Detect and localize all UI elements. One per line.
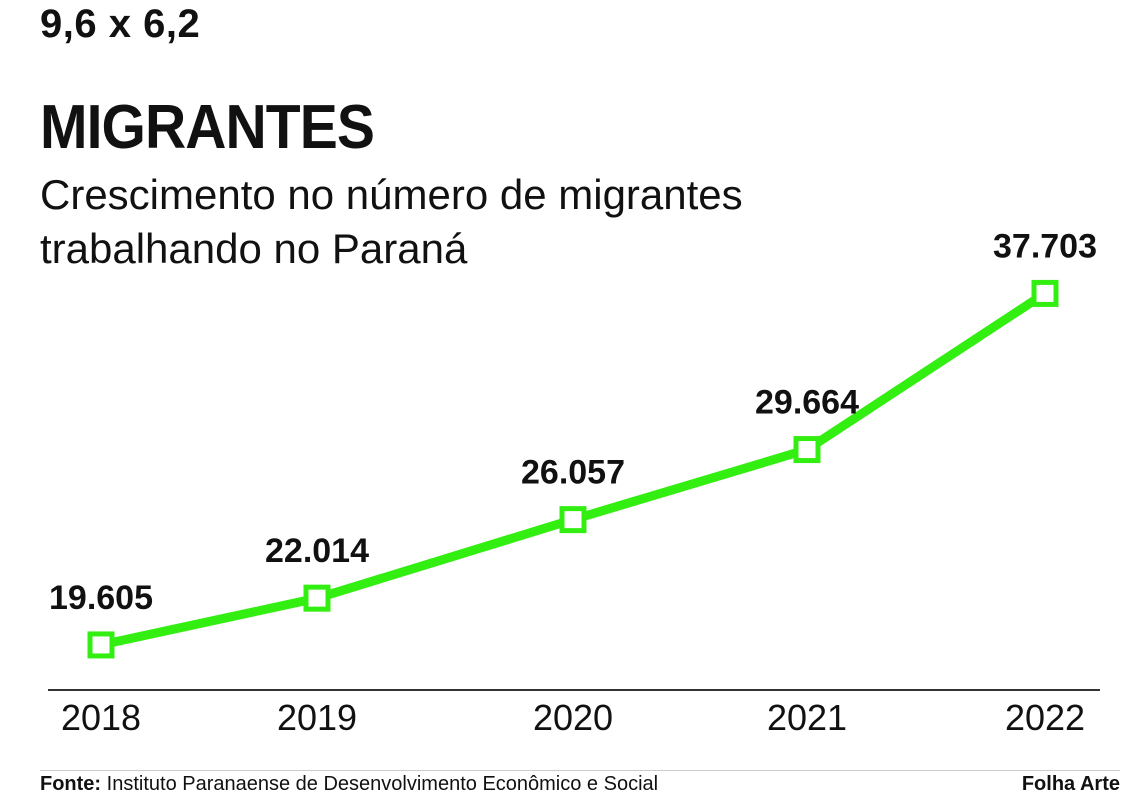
source-text: Instituto Paranaense de Desenvolvimento … [106,773,659,795]
chart-subtitle: Crescimento no número de migrantes traba… [40,168,940,276]
chart-title: MIGRANTES [40,93,375,162]
data-point-2019 [303,584,331,612]
size-tag: 9,6 x 6,2 [40,2,201,46]
data-point-2020 [559,506,587,534]
data-point-2018 [87,631,115,659]
source-note: Fonte: Instituto Paranaense de Desenvolv… [40,773,658,796]
footer: Fonte: Instituto Paranaense de Desenvolv… [40,770,1120,796]
data-label-2019: 22.014 [265,532,369,570]
x-tick-label-2021: 2021 [767,697,847,738]
source-label: Fonte: [40,773,102,795]
subtitle-line-1: Crescimento no número de migrantes [40,171,743,218]
data-point-2022 [1031,279,1059,307]
subtitle-line-2: trabalhando no Paraná [40,225,468,272]
data-label-2021: 29.664 [755,384,859,422]
data-label-2018: 19.605 [49,579,153,617]
data-label-2022: 37.703 [993,227,1097,265]
x-tick-label-2019: 2019 [277,697,357,738]
credit: Folha Arte [1021,773,1120,795]
x-tick-label-2022: 2022 [1005,697,1085,738]
x-tick-label-2020: 2020 [533,697,613,738]
data-label-2020: 26.057 [521,454,625,492]
data-point-2021 [793,436,821,464]
x-tick-label-2018: 2018 [61,697,141,738]
